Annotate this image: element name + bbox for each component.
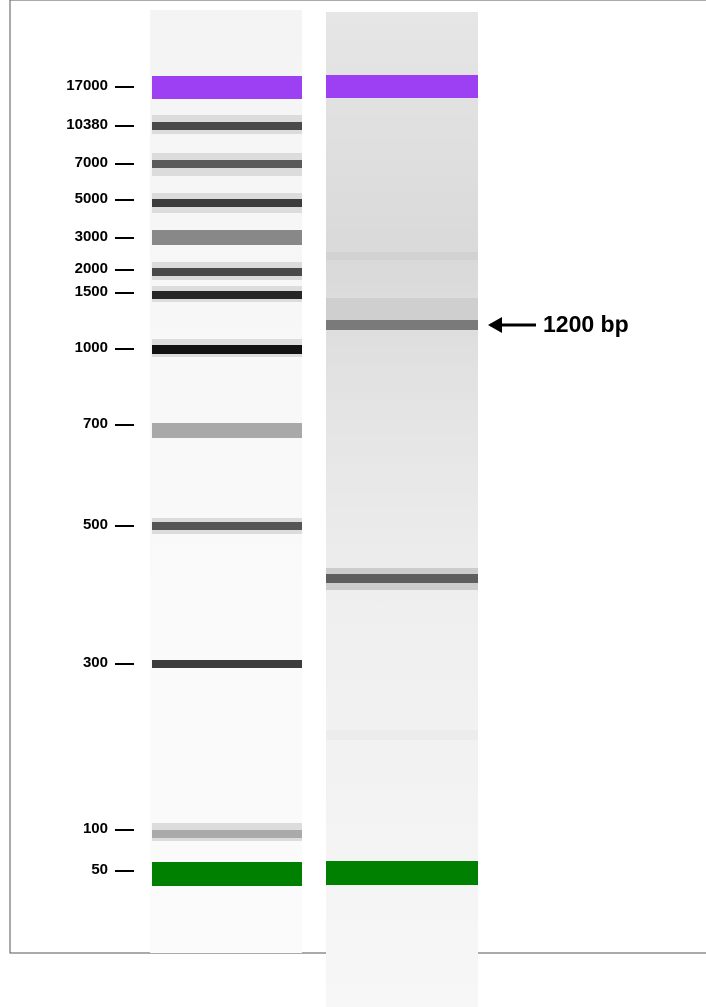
- ladder-band: [152, 199, 302, 207]
- ladder-labels: 17000 10380 7000 5000 3000 2000 1500 1000 700 500…: [66, 77, 134, 878]
- ladder-band: [152, 862, 302, 886]
- ladder-label: 2000: [75, 260, 108, 277]
- arrow-head: [488, 317, 502, 333]
- band: [326, 574, 478, 583]
- upper-marker: [326, 75, 478, 98]
- lower-marker: [326, 861, 478, 885]
- annotation-label: 1200 bp: [543, 311, 629, 337]
- ladder-band: [152, 423, 302, 438]
- band-halo: [326, 298, 478, 320]
- sample-lane: [326, 12, 478, 1007]
- ladder-band: [152, 76, 302, 99]
- ladder-label: 3000: [75, 228, 108, 245]
- ladder-label: 10380: [66, 116, 108, 133]
- band: [326, 252, 478, 260]
- ladder-band: [152, 230, 302, 245]
- gel-image: 1200 bp 17000 10380 7000 5000 3000 2000 1500 10…: [0, 0, 706, 1007]
- ladder-band: [152, 345, 302, 354]
- ladder-label: 1000: [75, 339, 108, 356]
- ladder-band: [152, 268, 302, 276]
- ladder-label: 17000: [66, 77, 108, 94]
- ladder-band: [152, 522, 302, 530]
- ladder-label: 300: [83, 654, 108, 671]
- ladder-band: [152, 160, 302, 168]
- ladder-lane: [150, 10, 302, 953]
- ladder-label: 5000: [75, 190, 108, 207]
- ladder-label: 700: [83, 415, 108, 432]
- page: 1200 bp 17000 10380 7000 5000 3000 2000 1500 10…: [0, 0, 706, 1007]
- band: [326, 320, 478, 330]
- ladder-label: 7000: [75, 154, 108, 171]
- ladder-band: [152, 122, 302, 130]
- ladder-label: 100: [83, 820, 108, 837]
- ladder-label: 1500: [75, 283, 108, 300]
- ladder-label: 50: [91, 861, 108, 878]
- ladder-band: [152, 830, 302, 838]
- ladder-label: 500: [83, 516, 108, 533]
- ladder-band: [152, 660, 302, 668]
- band: [326, 730, 478, 740]
- ladder-band: [152, 291, 302, 299]
